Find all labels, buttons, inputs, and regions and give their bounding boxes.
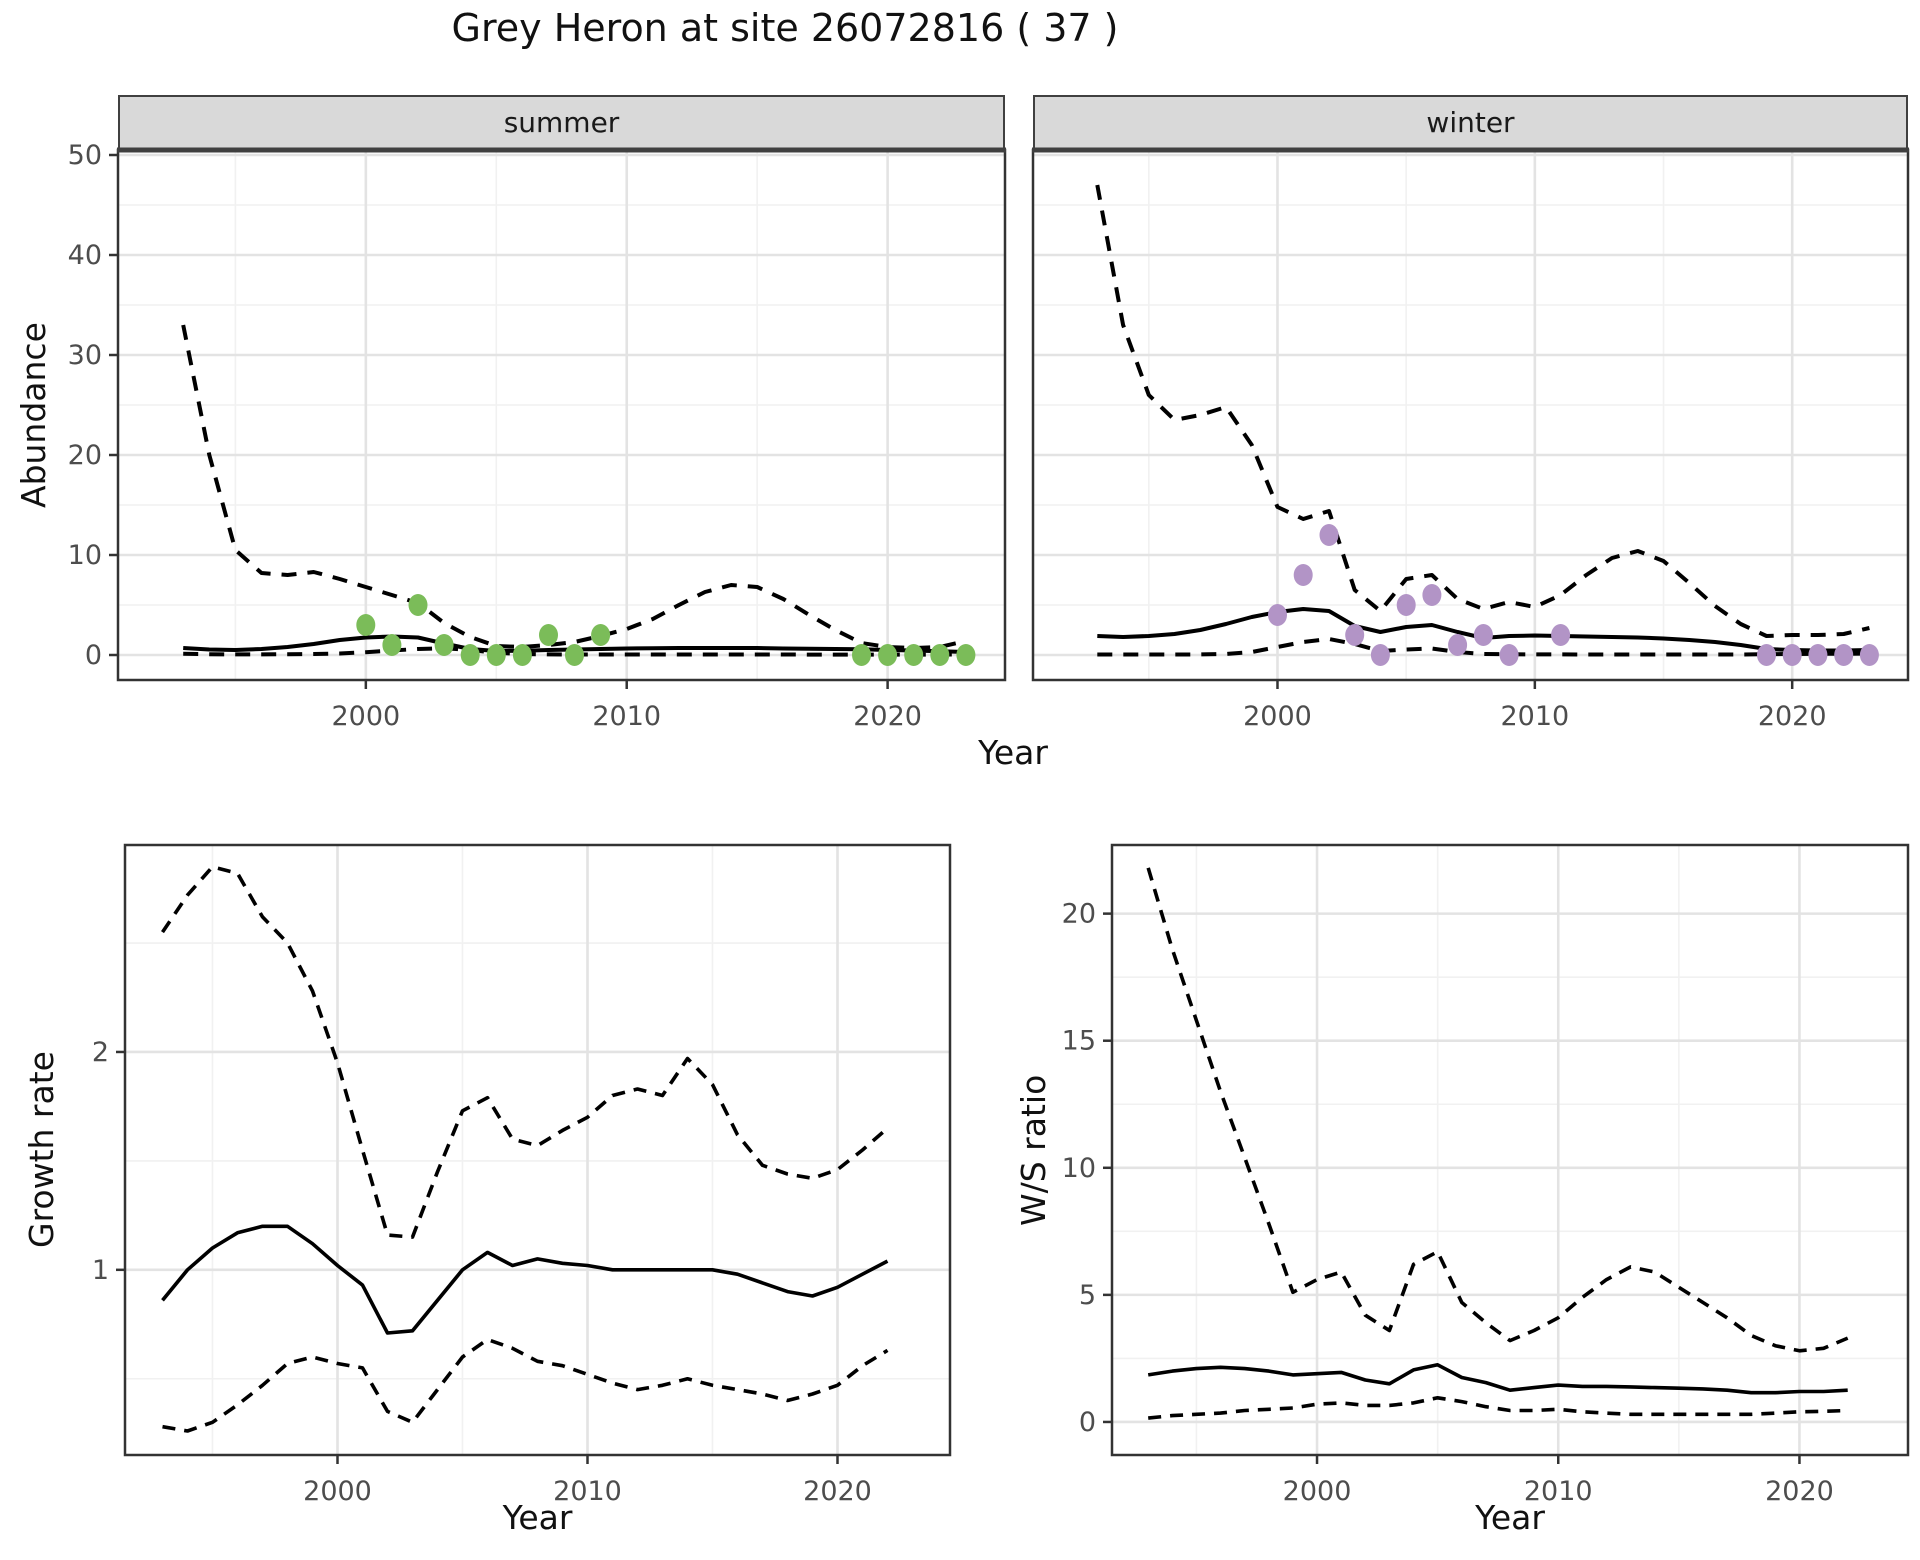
y-tick-label: 2 (92, 1037, 109, 1068)
x-tick-label: 2010 (1524, 1476, 1593, 1507)
panel-background (1112, 845, 1908, 1455)
growth-rate-lower-ci-line (162, 1337, 889, 1433)
growth-rate-upper-ci-line (161, 865, 889, 1239)
data-point (1345, 624, 1365, 646)
panel-background (1033, 150, 1908, 680)
y-tick-label: 0 (85, 640, 102, 671)
data-point (565, 644, 584, 666)
ws-ratio-lower-ci-line (1148, 1396, 1848, 1420)
y-tick-label: 50 (68, 140, 102, 171)
data-point (1319, 524, 1339, 546)
facet-strip-summer-label: summer (503, 106, 620, 139)
panel-background (118, 150, 1005, 680)
data-point (486, 644, 506, 666)
data-point (1551, 624, 1571, 646)
x-tick-label: 2010 (1500, 701, 1569, 732)
panel-background (125, 845, 950, 1455)
facet-strip-summer: summer (118, 95, 1005, 150)
x-tick-label: 2020 (853, 701, 922, 732)
data-point (460, 644, 480, 666)
panel-abundance-winter: 2000 2010 2020 (1031, 147, 1910, 732)
y-tick-label: 20 (1062, 899, 1096, 930)
data-point (1422, 584, 1442, 606)
ws-ratio-fitted-line (1147, 1363, 1848, 1395)
data-point (1782, 644, 1802, 666)
y-tick-label: 30 (68, 340, 102, 371)
x-tick-label: 2020 (803, 1476, 872, 1507)
panel-border (1110, 843, 1910, 1457)
page-title: Grey Heron at site 26072816 ( 37 ) (451, 6, 1119, 50)
data-point (1396, 594, 1416, 616)
y-tick-label: 5 (1079, 1280, 1096, 1311)
x-tick-label: 2000 (331, 701, 400, 732)
data-point (1293, 564, 1313, 586)
y-tick-label: 10 (1062, 1153, 1096, 1184)
panel-border (123, 843, 952, 1457)
y-tick-label: 10 (68, 540, 102, 571)
data-point (356, 614, 376, 636)
growth-rate-fitted-line (161, 1224, 889, 1335)
data-point (1808, 644, 1828, 666)
data-point (434, 634, 454, 656)
panel-abundance-summer: 2000 2010 2020 0 10 20 30 40 50 (68, 140, 1007, 732)
data-point (904, 644, 924, 666)
abundance-summer-upper-ci-line (181, 324, 967, 650)
data-point (1757, 644, 1776, 666)
y-tick-label: 20 (68, 440, 102, 471)
x-tick-label: 2020 (1758, 701, 1827, 732)
data-point (956, 644, 976, 666)
data-point (1268, 604, 1287, 626)
y-tick-label: 1 (92, 1255, 109, 1286)
data-point (930, 644, 950, 666)
data-point (1499, 644, 1519, 666)
year-axis-title-ws: Year (1475, 1498, 1545, 1537)
x-tick-label: 2020 (1765, 1476, 1834, 1507)
y-tick-label: 40 (68, 240, 102, 271)
x-tick-label: 2000 (303, 1476, 372, 1507)
facet-strip-winter-label: winter (1426, 106, 1515, 139)
year-axis-title-growth: Year (502, 1498, 573, 1537)
year-axis-title-top: Year (978, 733, 1048, 772)
x-tick-label: 2000 (1283, 1476, 1352, 1507)
data-point (1859, 644, 1879, 666)
x-tick-label: 2000 (1243, 701, 1312, 732)
data-point (539, 624, 558, 646)
abundance-winter-upper-ci-line (1095, 184, 1870, 638)
data-point (512, 644, 532, 666)
data-point (1448, 634, 1468, 656)
data-point (408, 594, 428, 616)
data-point (852, 644, 871, 666)
panel-growth-rate: 2000 2010 2020 1 2 (92, 843, 952, 1507)
data-point (382, 634, 402, 656)
data-point (1370, 644, 1390, 666)
y-tick-label: 0 (1079, 1407, 1096, 1438)
data-point (878, 644, 898, 666)
data-point (1473, 624, 1493, 646)
panel-ws-ratio: 2000 2010 2020 0 5 10 15 20 (1062, 843, 1910, 1507)
y-tick-label: 15 (1062, 1026, 1096, 1057)
facet-strip-winter: winter (1033, 95, 1908, 150)
data-point (1834, 644, 1854, 666)
data-point (591, 624, 611, 646)
ws-ratio-upper-ci-line (1146, 867, 1849, 1353)
x-tick-label: 2010 (553, 1476, 622, 1507)
x-tick-label: 2010 (592, 701, 661, 732)
